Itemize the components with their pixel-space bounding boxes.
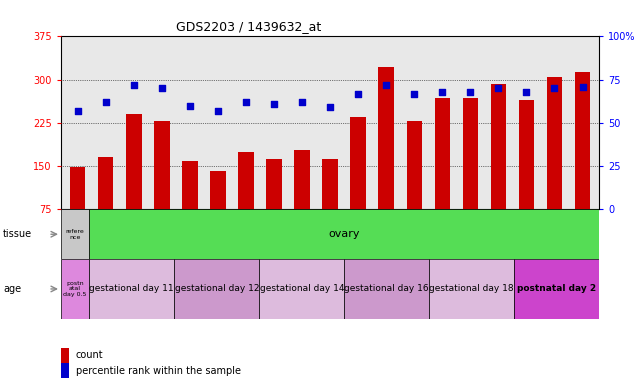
Point [185,103,195,109]
Bar [89,259,174,319]
Text: count: count [76,350,103,360]
Text: GDS2203 / 1439632_at: GDS2203 / 1439632_at [176,20,322,33]
Bar [154,121,170,209]
Point [409,91,419,97]
Point [325,104,335,111]
Bar [259,259,344,319]
Point [129,82,139,88]
Bar [547,77,562,209]
Text: postnatal day 2: postnatal day 2 [517,285,596,293]
Bar [126,114,142,209]
Point [494,85,504,91]
Bar [210,171,226,209]
Bar [61,259,89,319]
Bar [429,259,514,319]
Point [157,85,167,91]
Bar [435,98,450,209]
Point [72,108,83,114]
Bar [174,259,259,319]
Text: refere
nce: refere nce [65,229,85,240]
Text: ovary: ovary [329,229,360,239]
Bar [406,121,422,209]
Point [381,82,391,88]
Bar [61,209,89,259]
Point [101,99,111,105]
Text: age: age [3,284,21,294]
Text: percentile rank within the sample: percentile rank within the sample [76,366,240,376]
Bar [490,84,506,209]
Bar [70,167,85,209]
Bar [575,72,590,209]
Point [549,85,560,91]
Point [297,99,307,105]
Bar [463,98,478,209]
Point [241,99,251,105]
Bar [322,159,338,209]
Point [213,108,223,114]
Text: postn
atal
day 0.5: postn atal day 0.5 [63,281,87,297]
Point [521,89,531,95]
Bar [519,100,534,209]
Text: gestational day 18: gestational day 18 [429,285,514,293]
Text: gestational day 16: gestational day 16 [344,285,429,293]
Point [437,89,447,95]
Bar [238,152,254,209]
Point [578,84,588,90]
Bar [514,259,599,319]
Text: tissue: tissue [3,229,32,239]
Point [353,91,363,97]
Bar [294,150,310,209]
Bar [378,67,394,209]
Point [465,89,476,95]
Bar [182,162,197,209]
Bar [344,259,429,319]
Text: gestational day 11: gestational day 11 [90,285,174,293]
Text: gestational day 12: gestational day 12 [174,285,259,293]
Bar [98,157,113,209]
Bar [266,159,282,209]
Point [269,101,279,107]
Bar [351,117,366,209]
Text: gestational day 14: gestational day 14 [260,285,344,293]
